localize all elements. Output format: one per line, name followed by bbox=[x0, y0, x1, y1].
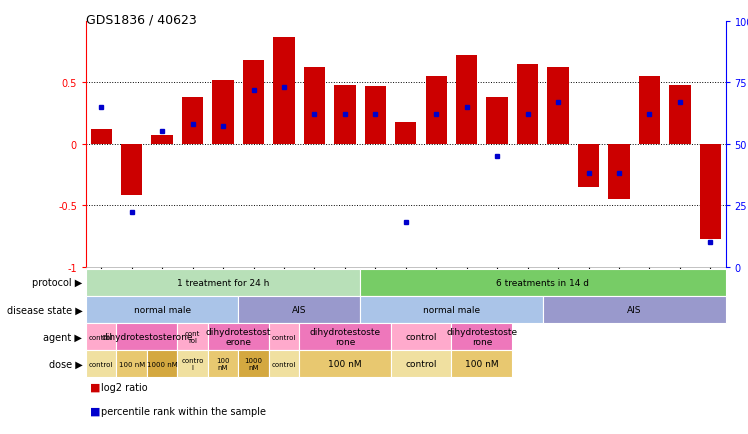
Text: 100
nM: 100 nM bbox=[216, 358, 230, 371]
Text: AIS: AIS bbox=[292, 305, 307, 314]
Text: normal male: normal male bbox=[423, 305, 480, 314]
Text: protocol ▶: protocol ▶ bbox=[32, 278, 82, 288]
Text: control: control bbox=[89, 361, 114, 367]
Bar bbox=[608, 144, 630, 200]
Bar bbox=[273, 38, 295, 144]
Bar bbox=[486, 98, 508, 144]
Bar bbox=[243, 61, 264, 144]
Bar bbox=[334, 85, 355, 144]
Bar bbox=[639, 77, 660, 144]
Bar bbox=[699, 144, 721, 240]
Bar bbox=[456, 56, 477, 144]
Text: 100 nM: 100 nM bbox=[328, 359, 362, 368]
Bar bbox=[121, 144, 142, 196]
Text: control: control bbox=[405, 332, 437, 342]
Text: control: control bbox=[272, 361, 296, 367]
Bar bbox=[395, 122, 417, 144]
Text: 1000 nM: 1000 nM bbox=[147, 361, 177, 367]
Text: ■: ■ bbox=[90, 382, 100, 392]
Text: dihydrotestoste
rone: dihydrotestoste rone bbox=[310, 327, 381, 347]
Text: dihydrotestost
erone: dihydrotestost erone bbox=[206, 327, 271, 347]
Bar bbox=[548, 68, 568, 144]
Text: control: control bbox=[89, 334, 114, 340]
Text: control: control bbox=[272, 334, 296, 340]
Bar bbox=[91, 130, 112, 144]
Text: dihydrotestosterone: dihydrotestosterone bbox=[101, 332, 193, 342]
Text: log2 ratio: log2 ratio bbox=[101, 382, 147, 392]
Text: GDS1836 / 40623: GDS1836 / 40623 bbox=[86, 13, 197, 26]
Text: normal male: normal male bbox=[134, 305, 191, 314]
Text: dose ▶: dose ▶ bbox=[49, 359, 82, 369]
Bar bbox=[182, 98, 203, 144]
Text: control: control bbox=[405, 359, 437, 368]
Bar bbox=[517, 65, 539, 144]
Bar bbox=[669, 85, 690, 144]
Text: agent ▶: agent ▶ bbox=[43, 332, 82, 342]
Text: 100 nM: 100 nM bbox=[119, 361, 145, 367]
Bar bbox=[304, 68, 325, 144]
Bar bbox=[578, 144, 599, 187]
Bar bbox=[152, 136, 173, 144]
Text: contro
l: contro l bbox=[182, 358, 203, 371]
Bar bbox=[426, 77, 447, 144]
Text: ■: ■ bbox=[90, 406, 100, 416]
Text: AIS: AIS bbox=[627, 305, 642, 314]
Text: 1000
nM: 1000 nM bbox=[245, 358, 263, 371]
Text: disease state ▶: disease state ▶ bbox=[7, 305, 82, 315]
Text: 100 nM: 100 nM bbox=[465, 359, 499, 368]
Bar bbox=[212, 81, 233, 144]
Text: percentile rank within the sample: percentile rank within the sample bbox=[101, 406, 266, 416]
Text: 1 treatment for 24 h: 1 treatment for 24 h bbox=[177, 278, 269, 287]
Text: 6 treatments in 14 d: 6 treatments in 14 d bbox=[497, 278, 589, 287]
Text: cont
rol: cont rol bbox=[185, 330, 200, 343]
Bar bbox=[365, 87, 386, 144]
Text: dihydrotestoste
rone: dihydrotestoste rone bbox=[447, 327, 518, 347]
